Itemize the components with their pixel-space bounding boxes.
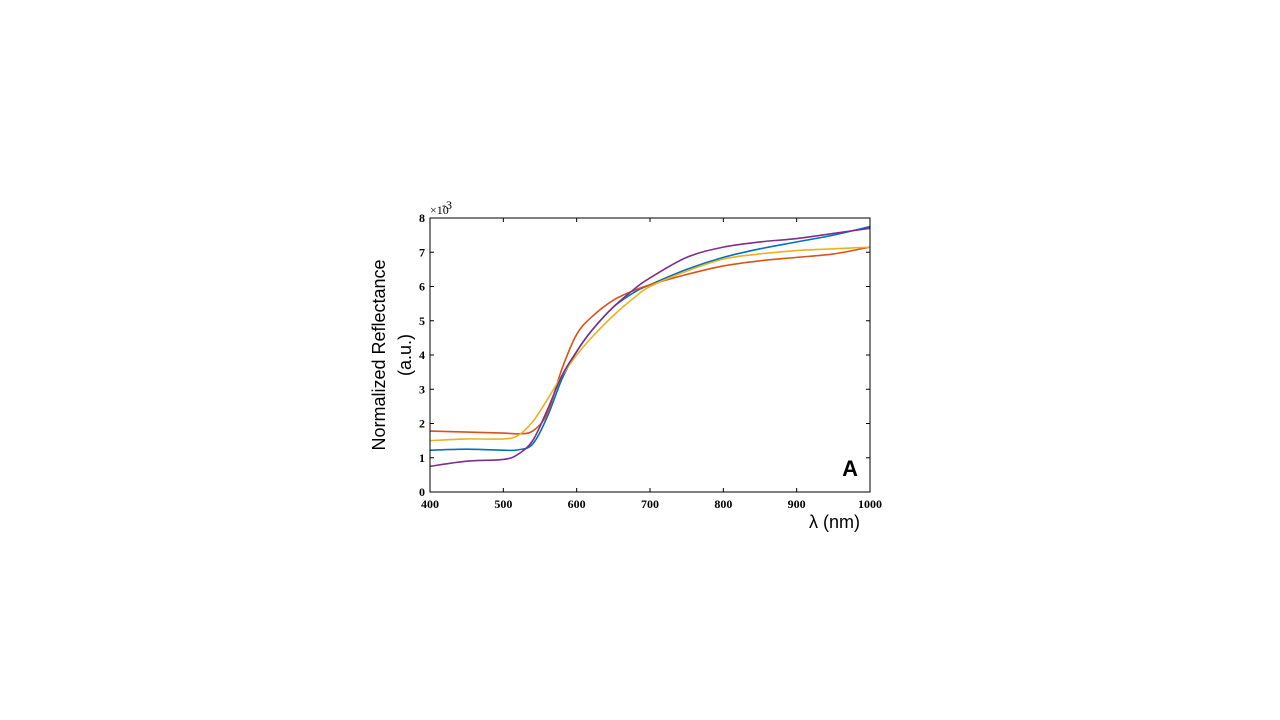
y-tick-label: 4 bbox=[419, 348, 425, 362]
y-axis-exponent: -3 bbox=[442, 198, 452, 212]
x-tick-label: 1000 bbox=[858, 497, 882, 511]
x-tick-label: 400 bbox=[421, 497, 439, 511]
series-line-3 bbox=[429, 246, 871, 442]
x-tick-label: 900 bbox=[788, 497, 806, 511]
panel-label: A bbox=[842, 456, 858, 481]
x-tick-label: 800 bbox=[714, 497, 732, 511]
x-tick-label: 500 bbox=[494, 497, 512, 511]
x-tick-label: 600 bbox=[568, 497, 586, 511]
series-line-4 bbox=[429, 227, 871, 468]
y-axis-title: Normalized Reflectance bbox=[369, 259, 389, 450]
x-tick-label: 700 bbox=[641, 497, 659, 511]
y-tick-label: 6 bbox=[419, 280, 425, 294]
plot-lines bbox=[429, 225, 871, 468]
plot-frame bbox=[429, 217, 871, 493]
series-line-2 bbox=[429, 246, 871, 435]
x-axis-title: λ (nm) bbox=[809, 512, 860, 532]
y-axis-multiplier: ×10 bbox=[430, 203, 449, 217]
y-tick-label: 3 bbox=[419, 382, 425, 396]
y-tick-label: 2 bbox=[419, 417, 425, 431]
y-axis-title-unit: (a.u.) bbox=[395, 334, 415, 376]
y-tick-label: 1 bbox=[419, 451, 425, 465]
axis-ticks: 400 500 600 700 800 900 1000 0 1 2 3 4 5 6 7 8 bbox=[419, 211, 882, 511]
y-tick-label: 5 bbox=[419, 314, 425, 328]
y-tick-label: 7 bbox=[419, 245, 425, 259]
y-tick-label: 0 bbox=[419, 485, 425, 499]
y-tick-label: 8 bbox=[419, 211, 425, 225]
series-line-1 bbox=[429, 225, 871, 452]
